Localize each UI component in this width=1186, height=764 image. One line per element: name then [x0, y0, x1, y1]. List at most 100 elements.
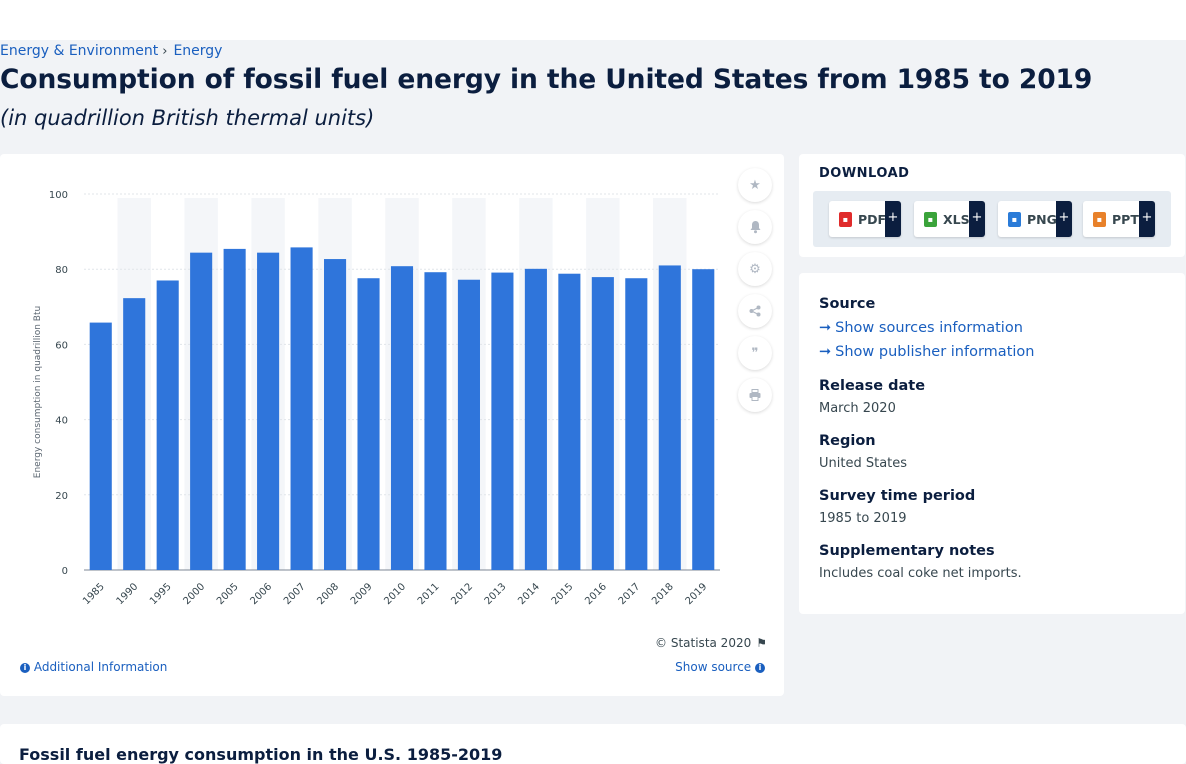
png-plus-button[interactable]: +	[1056, 201, 1072, 237]
info-icon: i	[20, 662, 30, 673]
show-source-label: Show source	[675, 660, 752, 674]
x-tick-label: 2013	[483, 581, 509, 607]
y-tick-label: 60	[55, 340, 68, 351]
show-sources-label: Show sources information	[835, 320, 1023, 336]
bar	[89, 322, 112, 570]
bar	[257, 252, 280, 570]
show-publisher-link[interactable]: ➞ Show publisher information	[819, 344, 1034, 360]
x-tick-label: 2009	[349, 581, 375, 607]
chart-tools: ★ ⚙ ❞	[738, 168, 772, 420]
breadcrumb-link-energy-environment[interactable]: Energy & Environment	[0, 43, 159, 59]
download-png-button[interactable]: ▪ PNG +	[998, 201, 1072, 237]
x-tick-label: 2014	[516, 581, 542, 607]
x-tick-label: 2008	[315, 581, 341, 607]
x-tick-label: 2012	[449, 581, 475, 607]
y-tick-label: 20	[55, 491, 68, 502]
download-title: DOWNLOAD	[819, 166, 910, 181]
bar	[190, 252, 213, 570]
flag-icon[interactable]: ⚑	[756, 636, 767, 650]
y-tick-label: 80	[55, 265, 68, 276]
bar	[424, 272, 447, 570]
additional-info-link[interactable]: i Additional Information	[20, 660, 167, 674]
show-sources-link[interactable]: ➞ Show sources information	[819, 320, 1023, 336]
x-tick-label: 2017	[617, 581, 643, 607]
source-heading: Source	[819, 296, 876, 312]
quote-icon[interactable]: ❞	[738, 336, 772, 370]
bell-icon[interactable]	[738, 210, 772, 244]
bar	[123, 298, 146, 570]
description-card: Fossil fuel energy consumption in the U.…	[0, 724, 1186, 764]
bar	[658, 265, 681, 570]
bar	[357, 278, 380, 570]
x-tick-label: 1995	[148, 581, 174, 607]
chart-card: 0 20 40 60 80 100 1985 1990 1995 2000 2005 2006 2007…	[0, 154, 784, 696]
bar	[457, 279, 480, 570]
x-tick-label: 2016	[583, 581, 609, 607]
page-subtitle: (in quadrillion British thermal units)	[0, 106, 375, 130]
release-date-value: March 2020	[819, 401, 896, 416]
info-icon: i	[755, 662, 765, 673]
pdf-plus-button[interactable]: +	[885, 201, 901, 237]
download-pdf-button[interactable]: ▪ PDF +	[829, 201, 901, 237]
y-tick-label: 0	[62, 566, 68, 577]
breadcrumb-link-energy[interactable]: Energy	[173, 43, 223, 59]
png-file-icon: ▪	[1008, 211, 1021, 227]
x-tick-label: 2011	[416, 581, 442, 607]
share-icon[interactable]	[738, 294, 772, 328]
bar	[223, 248, 246, 570]
arrow-right-icon: ➞	[819, 320, 832, 336]
x-tick-label: 2010	[382, 581, 408, 607]
ppt-plus-button[interactable]: +	[1139, 201, 1155, 237]
gear-icon[interactable]: ⚙	[738, 252, 772, 286]
download-ppt-label: PPT	[1112, 211, 1139, 227]
download-ppt-button[interactable]: ▪ PPT +	[1083, 201, 1155, 237]
show-source-link[interactable]: Show source i	[675, 660, 765, 674]
show-publisher-label: Show publisher information	[835, 344, 1035, 360]
download-png-label: PNG	[1027, 211, 1057, 227]
additional-info-label: Additional Information	[33, 660, 168, 674]
x-tick-label: 2018	[650, 581, 676, 607]
bar	[558, 273, 581, 570]
x-tick-label: 2015	[550, 581, 576, 607]
arrow-right-icon: ➞	[819, 344, 832, 360]
page-title: Consumption of fossil fuel energy in the…	[0, 64, 1093, 95]
y-tick-label: 100	[49, 190, 68, 201]
y-axis-label: Energy consumption in quadrillion Btu	[33, 306, 43, 478]
download-xls-button[interactable]: ▪ XLS +	[914, 201, 985, 237]
download-buttons: ▪ PDF + ▪ XLS + ▪ PNG + ▪ PPT +	[813, 191, 1171, 247]
pdf-file-icon: ▪	[839, 211, 852, 227]
bar	[625, 278, 648, 570]
bar	[390, 266, 414, 570]
y-tick-label: 40	[55, 416, 68, 427]
star-icon[interactable]: ★	[738, 168, 772, 202]
copyright-text: © Statista 2020	[655, 636, 752, 650]
xls-file-icon: ▪	[924, 211, 937, 227]
x-tick-label: 1985	[81, 581, 107, 607]
region-value: United States	[819, 456, 908, 471]
x-tick-label: 2007	[282, 581, 308, 607]
top-nav-bar	[0, 0, 1186, 40]
supplementary-notes-heading: Supplementary notes	[819, 543, 995, 559]
region-heading: Region	[819, 433, 876, 449]
bar	[491, 272, 514, 570]
statistic-info-card: Source ➞ Show sources information ➞ Show p…	[799, 273, 1185, 614]
x-tick-label: 1990	[115, 581, 141, 607]
breadcrumb-separator: ›	[162, 44, 168, 59]
bar	[524, 268, 547, 570]
download-pdf-label: PDF	[858, 211, 887, 227]
bar	[591, 277, 614, 570]
release-date-heading: Release date	[819, 378, 926, 394]
x-tick-label: 2005	[215, 581, 241, 607]
description-title: Fossil fuel energy consumption in the U.…	[19, 745, 503, 764]
ppt-file-icon: ▪	[1093, 211, 1106, 227]
x-tick-label: 2000	[182, 581, 208, 607]
breadcrumb: Energy & Environment › Energy	[0, 43, 222, 59]
x-tick-label: 2006	[248, 581, 274, 607]
bar	[692, 269, 715, 570]
xls-plus-button[interactable]: +	[969, 201, 985, 237]
download-xls-label: XLS	[943, 211, 970, 227]
bar	[156, 280, 179, 570]
survey-period-value: 1985 to 2019	[819, 511, 907, 526]
survey-period-heading: Survey time period	[819, 488, 976, 504]
print-icon[interactable]	[738, 378, 772, 412]
